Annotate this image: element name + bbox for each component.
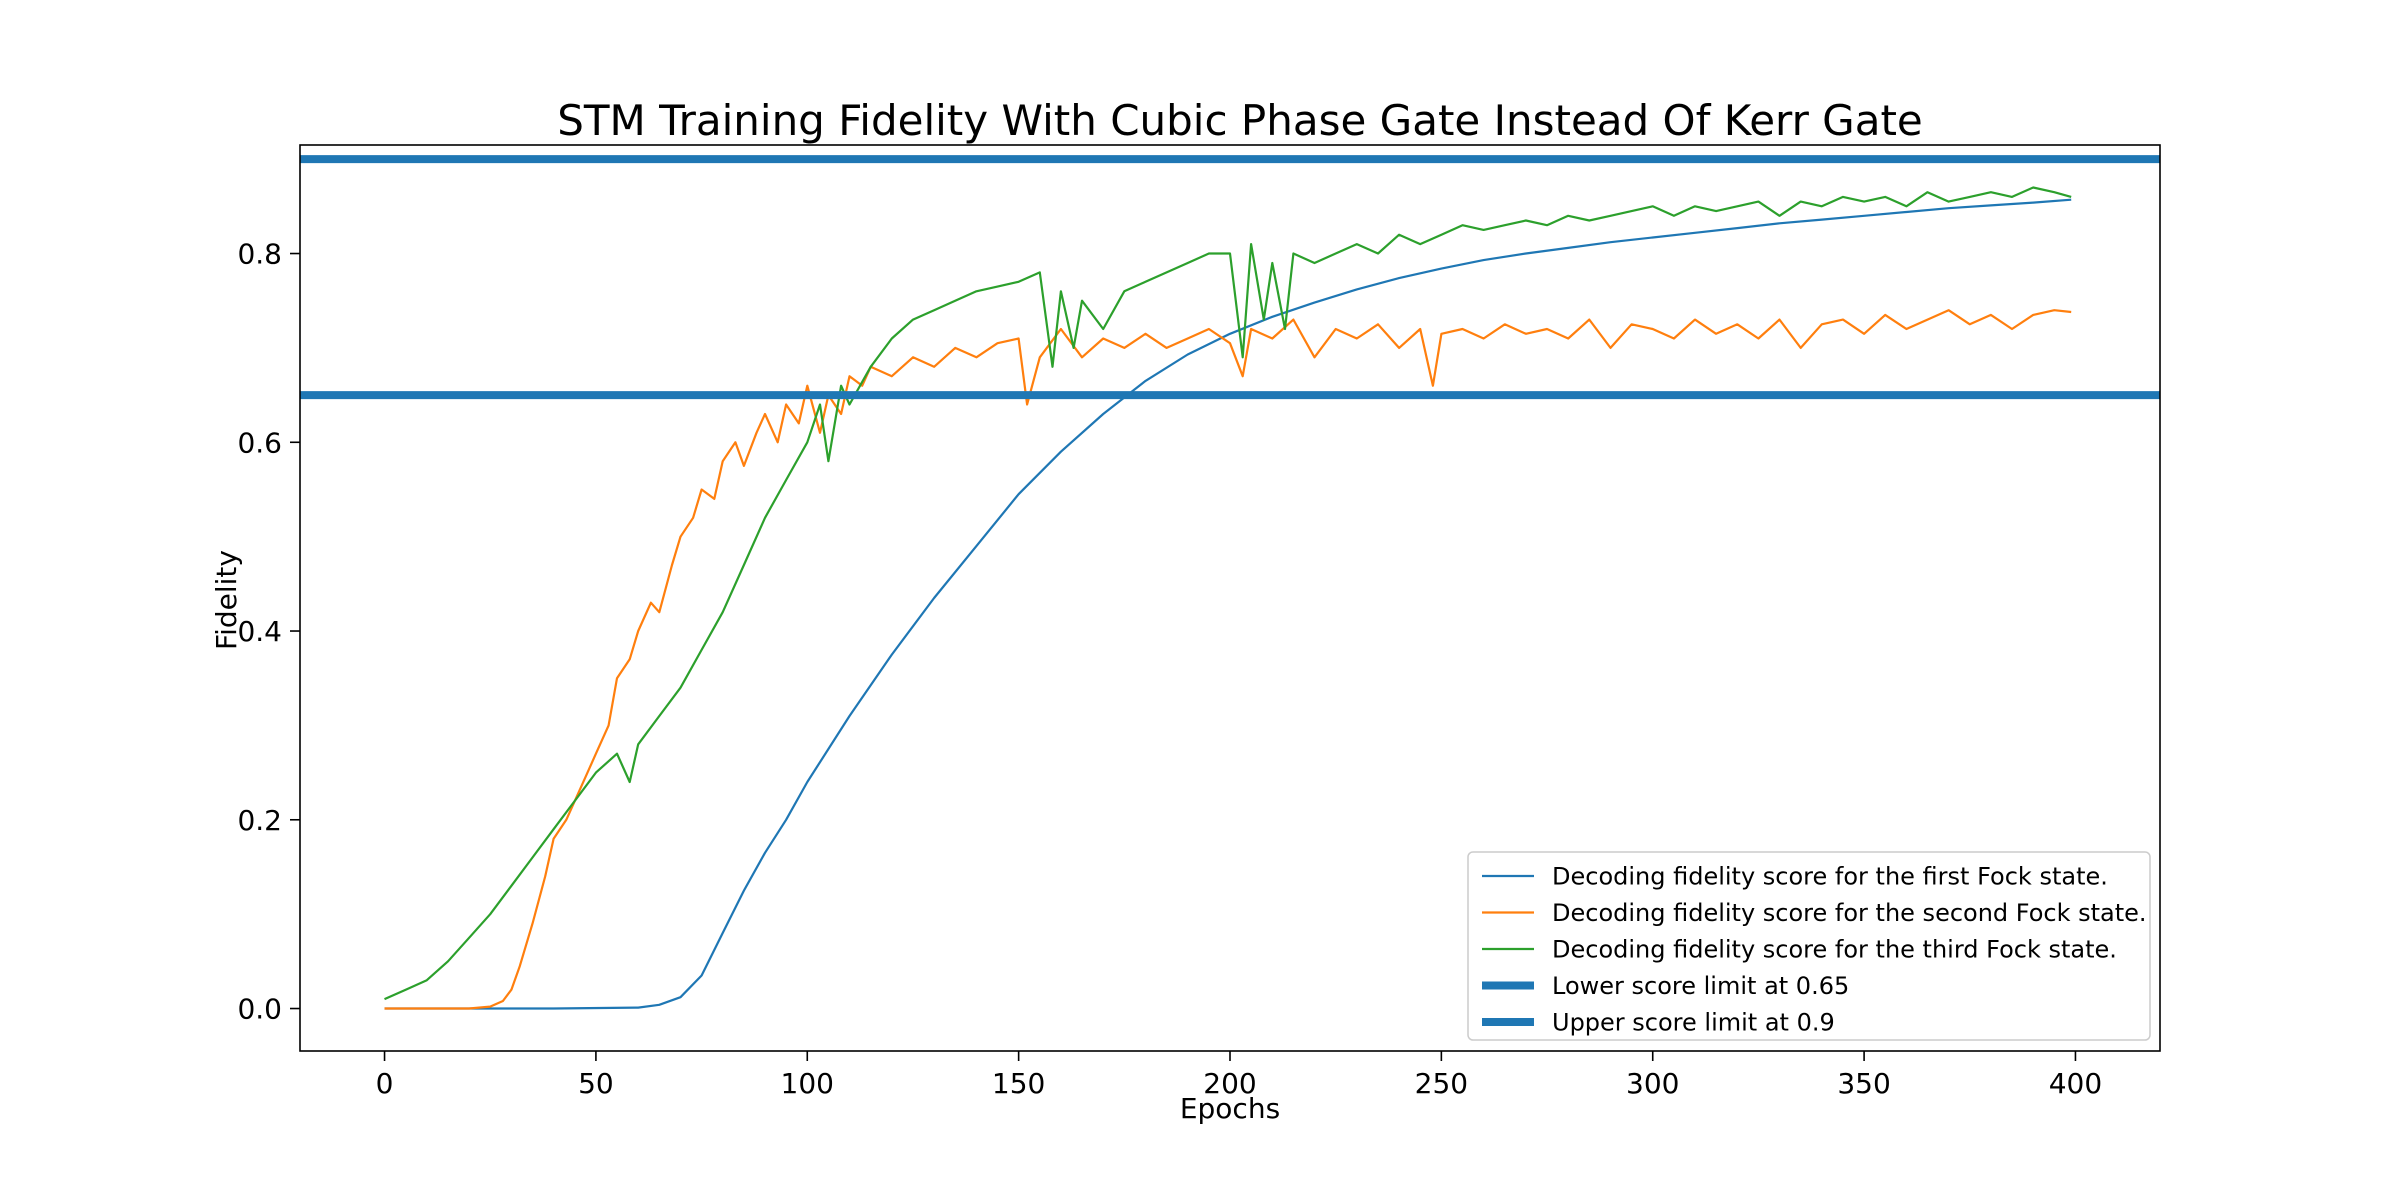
- x-tick-label: 100: [781, 1067, 834, 1100]
- x-tick-label: 150: [992, 1067, 1045, 1100]
- x-tick-label: 350: [1837, 1067, 1890, 1100]
- y-tick-label: 0.0: [237, 993, 282, 1026]
- y-axis-label: Fidelity: [210, 550, 243, 650]
- series-line-1: [384, 198, 2072, 1010]
- legend-box: [1467, 851, 2151, 1041]
- x-tick-label: 200: [1203, 1067, 1256, 1100]
- x-tick-label: 300: [1626, 1067, 1679, 1100]
- x-tick-label: 50: [578, 1067, 614, 1100]
- x-tick-label: 400: [2049, 1067, 2102, 1100]
- legend: Decoding fidelity score for the first Fo…: [1467, 851, 2151, 1041]
- x-axis: 0 50 100 150 200 250 300 350 400: [376, 1051, 2102, 1100]
- y-tick-label: 0.8: [237, 238, 282, 271]
- legend-label: Lower score limit at 0.65: [1552, 972, 1849, 1000]
- reference-lines: [300, 155, 2160, 400]
- legend-label: Upper score limit at 0.9: [1552, 1009, 1835, 1037]
- chart-title: STM Training Fidelity With Cubic Phase G…: [557, 96, 1923, 145]
- y-tick-label: 0.6: [237, 426, 282, 459]
- x-tick-label: 0: [376, 1067, 394, 1100]
- x-axis-label: Epochs: [1180, 1092, 1280, 1125]
- x-tick-label: 250: [1415, 1067, 1468, 1100]
- series-layer: [384, 186, 2072, 1010]
- y-tick-label: 0.2: [237, 804, 282, 837]
- series-line-3: [384, 186, 2072, 1001]
- y-tick-label: 0.4: [237, 615, 282, 648]
- legend-label: Decoding fidelity score for the second F…: [1552, 899, 2147, 927]
- legend-label: Decoding fidelity score for the third Fo…: [1552, 936, 2117, 964]
- legend-label: Decoding fidelity score for the first Fo…: [1552, 863, 2108, 891]
- plot-frame: [299, 144, 2161, 1052]
- y-axis: 0.0 0.2 0.4 0.6 0.8: [237, 238, 300, 1026]
